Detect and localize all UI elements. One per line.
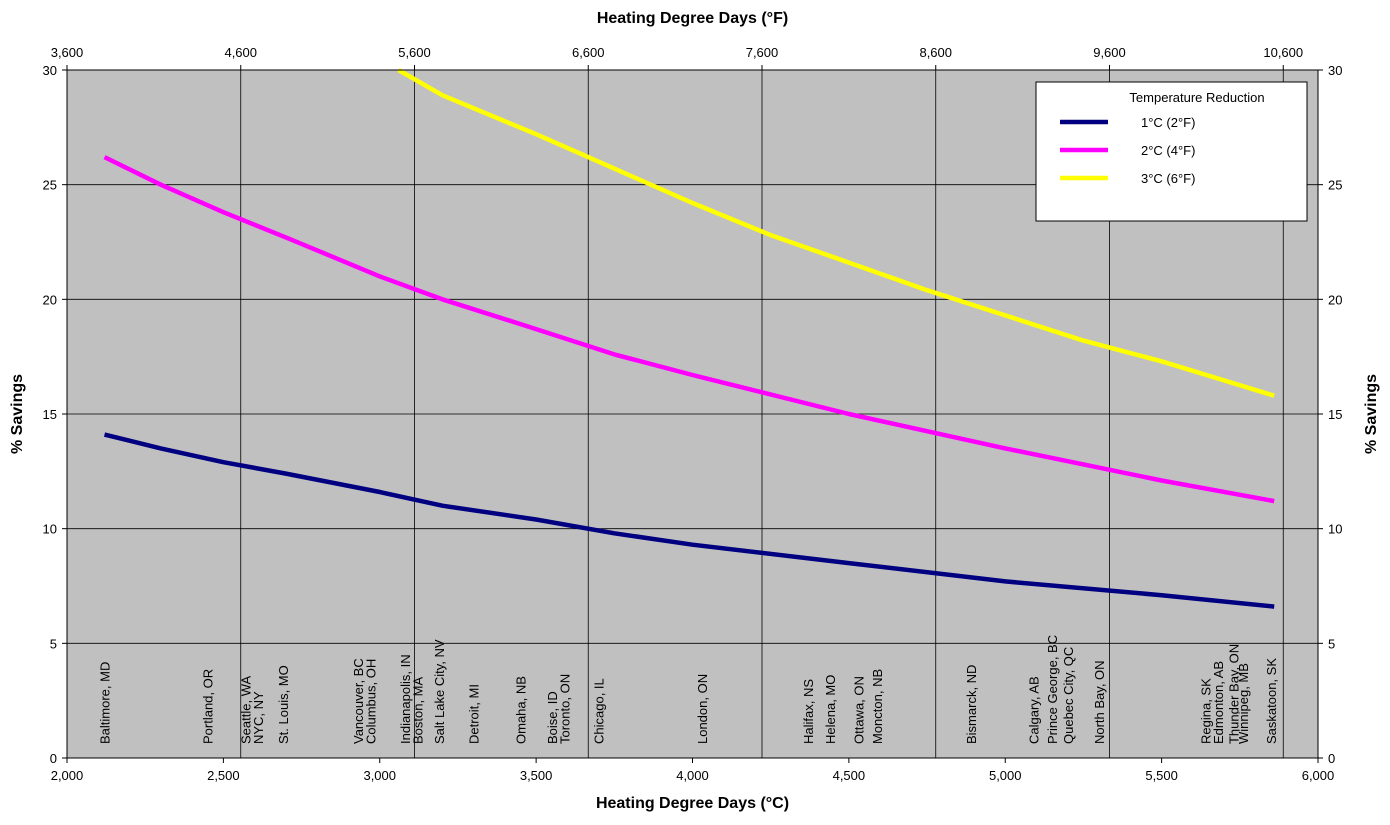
- city-label: Ottawa, ON: [851, 676, 866, 744]
- city-label: Moncton, NB: [870, 669, 885, 744]
- city-label: NYC, NY: [251, 691, 266, 744]
- legend-label-2: 2°C (4°F): [1141, 143, 1195, 158]
- city-label: Helena, MO: [823, 675, 838, 744]
- x-top-tick-label: 9,600: [1093, 45, 1126, 60]
- x-axis-title-bottom: Heating Degree Days (°C): [596, 795, 789, 812]
- city-label: Regina, SK: [1198, 678, 1213, 744]
- x-bottom-tick-label: 2,500: [207, 768, 240, 783]
- y-tick-label-left: 5: [50, 636, 57, 651]
- x-axis-title-top: Heating Degree Days (°F): [597, 10, 788, 27]
- legend: Temperature Reduction 1°C (2°F) 2°C (4°F)…: [1035, 81, 1308, 222]
- series-line-3: [397, 68, 1275, 398]
- x-top-tick-label: 5,600: [398, 45, 431, 60]
- city-label: Thunder Bay, ON: [1227, 644, 1242, 744]
- city-label: Winnipeg, MB: [1236, 663, 1251, 744]
- x-bottom-tick-label: 2,000: [51, 768, 84, 783]
- series-line-2: [103, 155, 1275, 504]
- x-top-tick-label: 7,600: [746, 45, 779, 60]
- city-label: Baltimore, MD: [98, 662, 113, 744]
- x-top-tick-label: 3,600: [51, 45, 84, 60]
- series-line-1: [103, 432, 1275, 609]
- axes: 0 0 5 5 10 10 15 15 20 20 25 25 30 30 3,600 4,600 5,600 6…: [43, 45, 1343, 783]
- city-label: Bismarck, ND: [964, 665, 979, 744]
- y-tick-label-right: 20: [1328, 292, 1342, 307]
- city-label: Columbus, OH: [363, 659, 378, 744]
- city-label: Indianapolis, IN: [398, 654, 413, 744]
- x-bottom-tick-label: 3,000: [363, 768, 396, 783]
- city-label: Seattle, WA: [238, 676, 253, 744]
- x-bottom-tick-label: 4,000: [676, 768, 709, 783]
- city-label: Vancouver, BC: [351, 658, 366, 744]
- city-label: Omaha, NB: [513, 676, 528, 744]
- legend-label-1: 1°C (2°F): [1141, 115, 1195, 130]
- y-tick-label-left: 25: [43, 178, 57, 193]
- legend-title: Temperature Reduction: [1129, 90, 1264, 105]
- y-tick-label-right: 0: [1328, 751, 1335, 766]
- x-top-tick-label: 8,600: [919, 45, 952, 60]
- city-label: Calgary, AB: [1026, 676, 1041, 744]
- y-tick-label-left: 30: [43, 63, 57, 78]
- city-label: Quebec City, QC: [1061, 647, 1076, 744]
- x-bottom-tick-label: 6,000: [1302, 768, 1335, 783]
- city-label: Edmonton, AB: [1211, 661, 1226, 744]
- y-tick-label-right: 25: [1328, 178, 1342, 193]
- city-label: Prince George, BC: [1045, 635, 1060, 744]
- y-tick-label-right: 15: [1328, 407, 1342, 422]
- city-label: Toronto, ON: [557, 674, 572, 744]
- city-label: London, ON: [695, 674, 710, 744]
- city-label: Salt Lake City, NV: [432, 639, 447, 744]
- city-label: Detroit, MI: [467, 684, 482, 744]
- city-label: Boston, MA: [410, 676, 425, 744]
- city-label: St. Louis, MO: [276, 665, 291, 744]
- x-top-tick-label: 10,600: [1263, 45, 1303, 60]
- y-tick-label-left: 20: [43, 292, 57, 307]
- y-tick-label-left: 15: [43, 407, 57, 422]
- y-tick-label-left: 0: [50, 751, 57, 766]
- gridlines: [67, 70, 1318, 758]
- x-bottom-tick-label: 3,500: [520, 768, 553, 783]
- y-axis-title-right: % Savings: [1363, 374, 1380, 454]
- x-bottom-tick-label: 5,000: [989, 768, 1022, 783]
- x-top-tick-label: 6,600: [572, 45, 605, 60]
- city-label: Saskatoon, SK: [1264, 658, 1279, 744]
- city-label: Portland, OR: [201, 669, 216, 744]
- legend-items: 1°C (2°F) 2°C (4°F) 3°C (6°F): [1060, 115, 1195, 186]
- y-axis-title-left: % Savings: [9, 374, 26, 454]
- city-label: Boise, ID: [545, 691, 560, 744]
- city-label: Chicago, IL: [592, 678, 607, 744]
- city-label: North Bay, ON: [1092, 660, 1107, 744]
- x-bottom-tick-label: 4,500: [833, 768, 866, 783]
- legend-label-3: 3°C (6°F): [1141, 171, 1195, 186]
- series-lines: [103, 68, 1275, 609]
- y-tick-label-left: 10: [43, 522, 57, 537]
- x-bottom-tick-label: 5,500: [1145, 768, 1178, 783]
- city-labels: Baltimore, MD Portland, OR Seattle, WANYC,…: [98, 635, 1280, 744]
- y-tick-label-right: 5: [1328, 636, 1335, 651]
- x-top-tick-label: 4,600: [224, 45, 257, 60]
- y-tick-label-right: 10: [1328, 522, 1342, 537]
- city-label: Halifax, NS: [801, 679, 816, 744]
- y-tick-label-right: 30: [1328, 63, 1342, 78]
